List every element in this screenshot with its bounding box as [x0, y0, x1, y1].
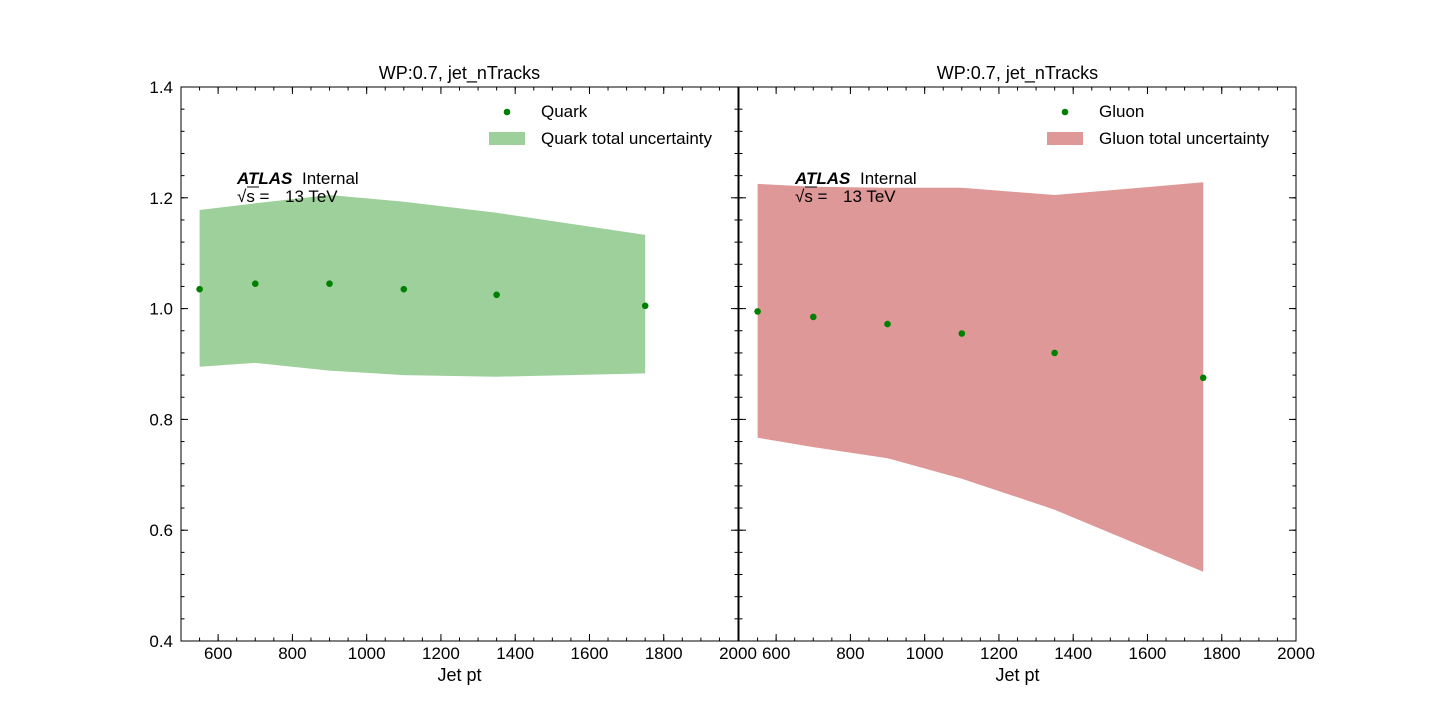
legend-label: Quark [541, 102, 588, 121]
atlas-status-label: Internal [302, 169, 359, 188]
energy-value-label: 13 TeV [285, 187, 338, 206]
data-point [754, 308, 761, 315]
data-point [884, 320, 891, 328]
y-tick-label: 0.8 [149, 410, 173, 429]
legend-swatch [489, 132, 525, 145]
legend: Quark Quark total uncertainty [489, 102, 713, 148]
legend-label: Gluon [1099, 102, 1144, 121]
data-point [400, 285, 408, 293]
x-axis-label: Jet pt [437, 665, 481, 685]
x-tick-label: 2000 [1277, 644, 1315, 663]
data-point [1051, 349, 1058, 357]
x-tick-label: 2000 [719, 644, 757, 663]
energy-value-label: 13 TeV [843, 187, 896, 206]
legend-swatch [1047, 132, 1083, 145]
energy-prefix-label: √s = [237, 187, 270, 206]
atlas-label: ATLAS Internal √s = 13 TeV [236, 169, 359, 206]
atlas-status-label: Internal [860, 169, 917, 188]
atlas-experiment-label: ATLAS [794, 169, 851, 188]
legend-marker [503, 108, 511, 116]
data-point [326, 280, 333, 288]
y-tick-label: 0.6 [149, 521, 173, 540]
y-tick-label: 1.2 [149, 189, 173, 208]
chart-title: WP:0.7, jet_nTracks [379, 63, 540, 84]
x-tick-label: 600 [762, 644, 790, 663]
legend: Gluon Gluon total uncertainty [1047, 102, 1270, 148]
atlas-experiment-label: ATLAS [236, 169, 293, 188]
x-tick-label: 1600 [1129, 644, 1167, 663]
legend-marker [1061, 108, 1069, 116]
data-point [810, 313, 817, 321]
y-tick-label: 0.4 [149, 632, 173, 651]
atlas-label: ATLAS Internal √s = 13 TeV [794, 169, 917, 206]
x-tick-label: 1000 [906, 644, 944, 663]
data-point [493, 291, 500, 299]
data-point [641, 302, 649, 310]
x-tick-label: 800 [278, 644, 306, 663]
x-tick-label: 800 [836, 644, 864, 663]
x-tick-label: 1400 [1054, 644, 1092, 663]
x-tick-label: 1400 [496, 644, 534, 663]
x-tick-label: 1200 [980, 644, 1018, 663]
energy-prefix-label: √s = [795, 187, 828, 206]
y-tick-label: 1.0 [149, 300, 173, 319]
x-tick-label: 1800 [645, 644, 683, 663]
legend-label: Quark total uncertainty [541, 129, 713, 148]
data-point [252, 280, 259, 288]
x-tick-label: 1600 [571, 644, 609, 663]
data-point [196, 285, 203, 293]
data-point [1199, 374, 1207, 382]
chart-title: WP:0.7, jet_nTracks [937, 63, 1098, 84]
x-tick-label: 1200 [422, 644, 460, 663]
x-tick-label: 1800 [1203, 644, 1241, 663]
x-tick-label: 1000 [348, 644, 386, 663]
chart-panel-1: 600 800 1000 1200 1400 1600 1800 2000 0.4 0.6 0.8 1… [149, 63, 757, 685]
uncertainty-band [757, 182, 1204, 572]
y-tick-label: 1.4 [149, 78, 173, 97]
x-tick-label: 600 [204, 644, 232, 663]
uncertainty-band [199, 195, 646, 377]
x-axis-label: Jet pt [995, 665, 1039, 685]
chart-panel-2: 600 800 1000 1200 1400 1600 1800 2000 WP:0.7, je… [738, 63, 1315, 685]
data-point [958, 330, 966, 337]
legend-label: Gluon total uncertainty [1099, 129, 1270, 148]
